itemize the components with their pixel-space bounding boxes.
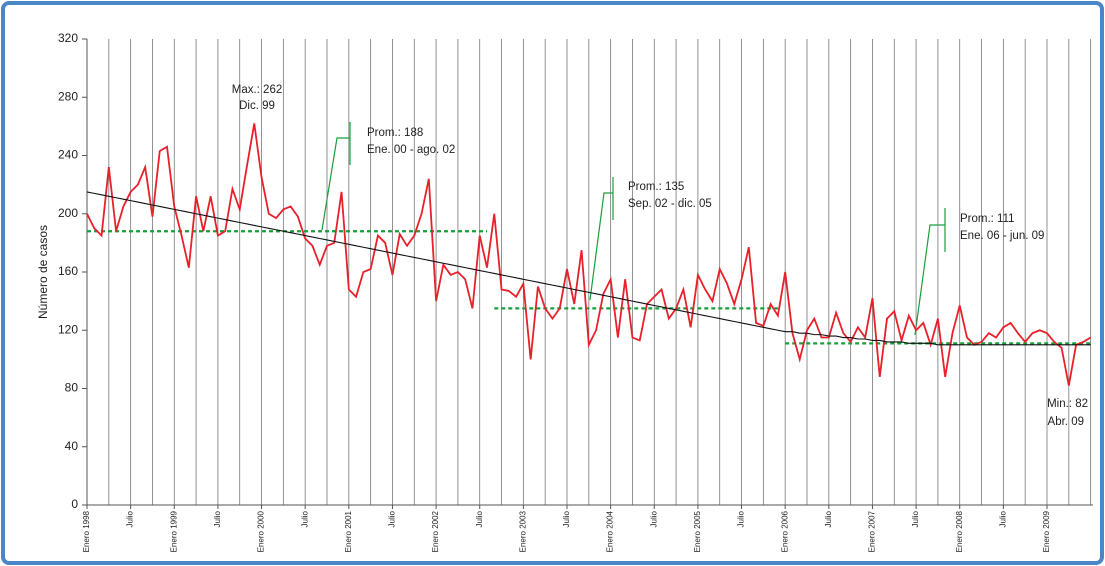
y-tick-label: 200 — [58, 206, 78, 220]
average-label: Prom.: 188 — [367, 127, 423, 139]
connector — [914, 224, 945, 336]
x-tick-label: Julio — [649, 510, 658, 527]
average-label: Prom.: 111 — [960, 213, 1015, 225]
x-tick-label: Julio — [998, 510, 1007, 527]
x-tick-label: Enero 2003 — [518, 510, 527, 552]
average-period: Ene. 06 - jun. 09 — [960, 230, 1044, 242]
annotation-connectors — [321, 122, 946, 336]
connector — [589, 192, 613, 301]
x-tick-label: Julio — [824, 510, 833, 527]
x-tick-label: Julio — [475, 510, 484, 527]
min-label: Min.: 82 — [1047, 398, 1088, 410]
y-tick-label: 80 — [65, 381, 79, 395]
x-tick-label: Julio — [213, 510, 222, 527]
series-line — [86, 123, 1092, 386]
x-tick-label: Enero 2009 — [1042, 510, 1051, 552]
x-tick-label: Julio — [126, 510, 135, 527]
x-tick-label: Julio — [388, 510, 397, 527]
x-tick-label: Enero 1999 — [169, 510, 178, 552]
average-period: Ene. 00 - ago. 02 — [367, 144, 455, 156]
x-tick-label: Enero 2001 — [344, 510, 353, 552]
trend-line — [86, 191, 1091, 346]
min-date: Abr. 09 — [1048, 416, 1084, 428]
x-tick-label: Enero 2008 — [955, 510, 964, 552]
average-period: Sep. 02 - dic. 05 — [628, 198, 712, 210]
x-tick-label: Julio — [300, 510, 309, 527]
y-tick-label: 320 — [58, 31, 78, 45]
y-tick-label: 280 — [58, 89, 78, 103]
y-tick-label: 120 — [58, 322, 78, 336]
max-label: Max.: 262 — [232, 84, 283, 96]
y-tick-label: 40 — [65, 439, 79, 453]
x-tick-label: Julio — [562, 510, 571, 527]
x-tick-label: Enero 2002 — [431, 510, 440, 552]
y-tick-label: 160 — [58, 264, 78, 278]
y-axis-label: Número de casos — [36, 225, 50, 319]
x-tick-label: Julio — [911, 510, 920, 527]
x-tick-label: Enero 1998 — [82, 510, 91, 552]
y-tick-label: 0 — [71, 497, 78, 511]
max-date: Dic. 99 — [239, 100, 275, 112]
x-tick-label: Enero 2000 — [257, 510, 266, 552]
x-tick-label: Julio — [737, 510, 746, 527]
x-tick-label: Enero 2006 — [780, 510, 789, 552]
x-tick-label: Enero 2007 — [868, 510, 877, 552]
x-tick-label: Enero 2004 — [606, 510, 615, 552]
y-tick-label: 240 — [58, 148, 78, 162]
x-tick-label: Enero 2005 — [693, 510, 702, 552]
average-label: Prom.: 135 — [628, 181, 684, 193]
